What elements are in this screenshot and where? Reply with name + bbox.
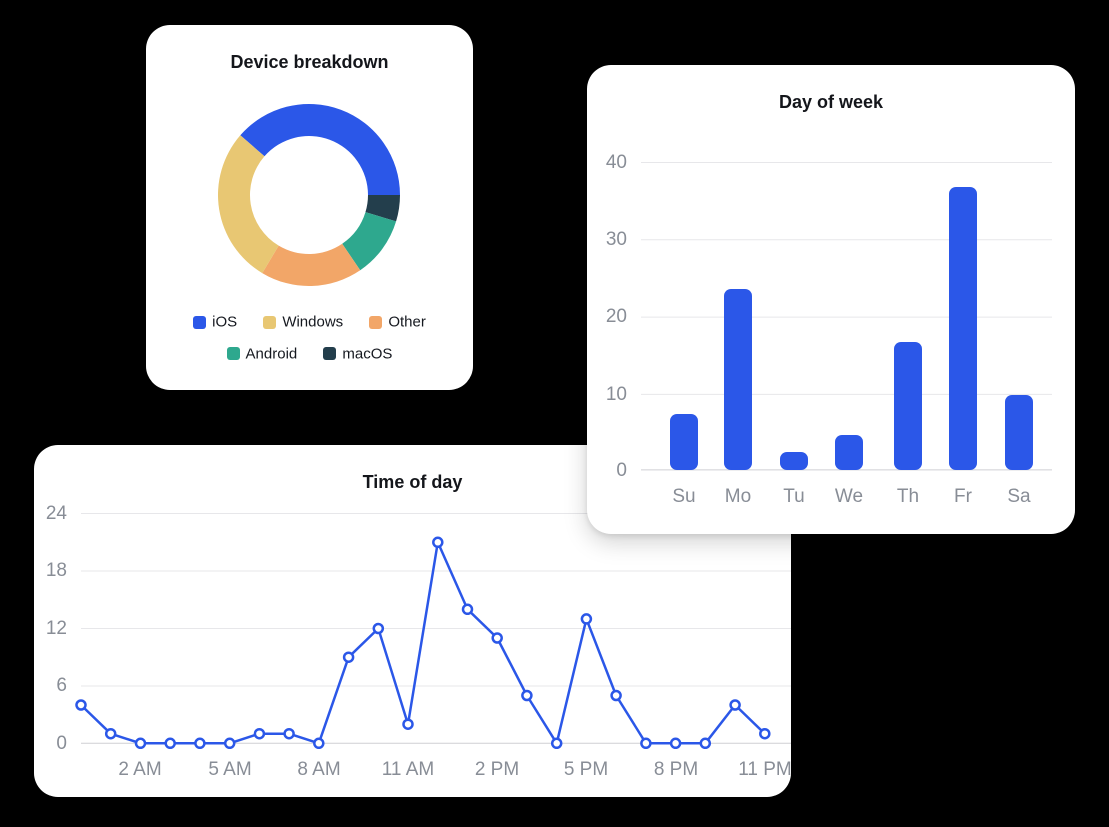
svg-text:10: 10	[606, 384, 627, 405]
svg-text:5 AM: 5 AM	[208, 759, 251, 780]
svg-text:11 PM: 11 PM	[738, 759, 791, 780]
svg-text:30: 30	[606, 229, 627, 250]
svg-text:We: We	[835, 486, 863, 507]
svg-text:24: 24	[46, 503, 68, 524]
svg-text:40: 40	[606, 152, 627, 173]
svg-text:Fr: Fr	[954, 486, 973, 507]
svg-text:5 PM: 5 PM	[564, 759, 608, 780]
svg-text:20: 20	[606, 306, 627, 327]
svg-text:2 AM: 2 AM	[118, 759, 161, 780]
svg-text:2 PM: 2 PM	[475, 759, 519, 780]
svg-text:8 AM: 8 AM	[297, 759, 340, 780]
svg-text:6: 6	[56, 675, 67, 696]
svg-text:18: 18	[46, 560, 67, 581]
svg-text:0: 0	[616, 460, 627, 481]
svg-text:Tu: Tu	[783, 486, 804, 507]
svg-text:12: 12	[46, 618, 67, 639]
svg-text:11 AM: 11 AM	[382, 759, 434, 780]
svg-text:Th: Th	[897, 486, 919, 507]
svg-text:Su: Su	[672, 486, 695, 507]
svg-text:Mo: Mo	[725, 486, 751, 507]
svg-text:Sa: Sa	[1007, 486, 1031, 507]
svg-text:8 PM: 8 PM	[654, 759, 698, 780]
svg-text:0: 0	[56, 733, 67, 754]
